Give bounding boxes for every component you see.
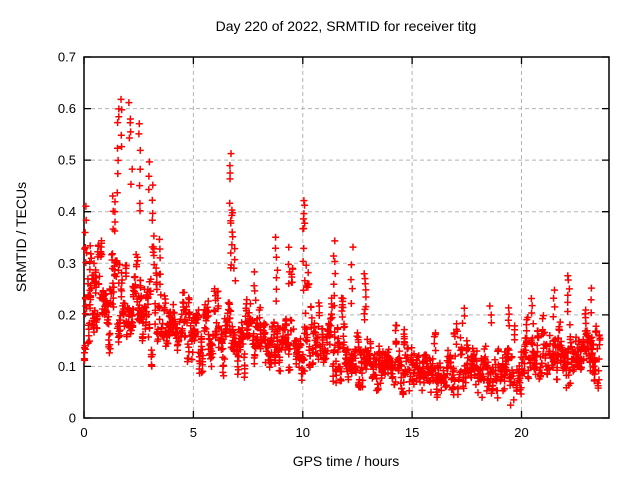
x-tick-label: 10: [296, 425, 310, 440]
y-tick-label: 0: [69, 411, 76, 426]
y-tick-labels: 0 0.1 0.2 0.3 0.4 0.5 0.6 0.7: [58, 50, 76, 426]
x-tick-label: 15: [405, 425, 419, 440]
y-tick-label: 0.1: [58, 359, 76, 374]
y-tick-label: 0.4: [58, 204, 76, 219]
y-tick-label: 0.7: [58, 50, 76, 65]
axis-ticks: [83, 56, 609, 419]
x-tick-label: 5: [190, 425, 197, 440]
scatter-points: [80, 95, 604, 409]
x-tick-label: 20: [514, 425, 528, 440]
x-tick-labels: 0 5 10 15 20: [80, 425, 528, 440]
y-tick-label: 0.5: [58, 153, 76, 168]
x-axis-label: GPS time / hours: [292, 453, 400, 469]
plot-border: [83, 56, 610, 419]
y-tick-label: 0.3: [58, 256, 76, 271]
chart-title: Day 220 of 2022, SRMTID for receiver tit…: [215, 18, 477, 34]
x-tick-label: 0: [80, 425, 87, 440]
y-tick-label: 0.6: [58, 101, 76, 116]
y-tick-label: 0.2: [58, 307, 76, 322]
